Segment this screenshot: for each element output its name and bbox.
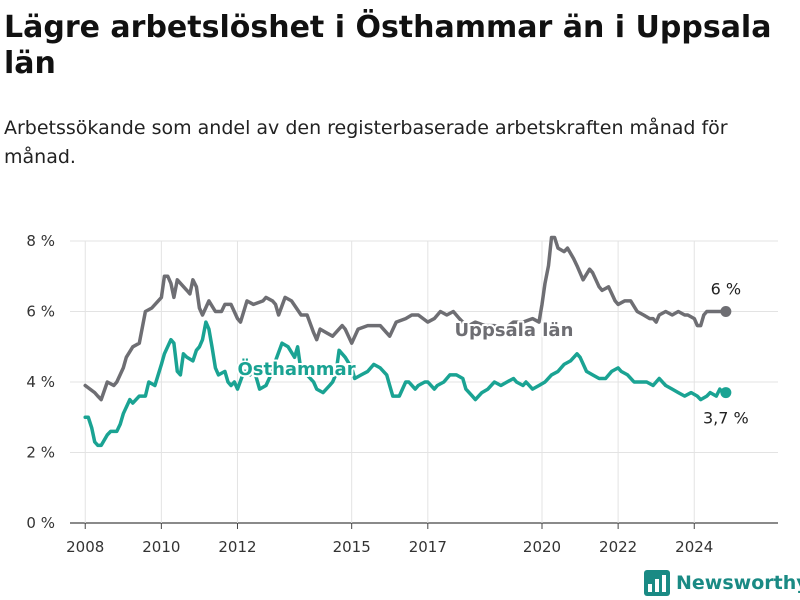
x-tick-label: 2010 — [142, 538, 180, 556]
bar-chart-logo-icon — [644, 570, 670, 596]
x-tick-label: 2012 — [218, 538, 256, 556]
brand-name: Newsworthy — [676, 572, 800, 594]
series-line-1 — [83, 320, 728, 448]
end-value-label-1-halo: 3,7 % — [703, 409, 749, 428]
end-value-label-1: 3,7 % — [703, 409, 749, 428]
end-value-label-0: 6 % — [711, 280, 741, 299]
y-tick-label: 2 % — [26, 444, 55, 462]
series-name-label-0: Uppsala län — [454, 320, 573, 341]
series-name-label-1-halo: Östhammar — [237, 358, 355, 380]
y-tick-label: 6 % — [26, 303, 55, 321]
x-tick-label: 2015 — [333, 538, 371, 556]
series-name-label-1: Östhammar — [237, 358, 355, 380]
series-name-label-0-halo: Uppsala län — [454, 320, 573, 341]
chart-title: Lägre arbetslöshet i Östhammar än i Upps… — [4, 10, 772, 81]
gridlines — [70, 240, 778, 524]
x-tick-label: 2020 — [523, 538, 561, 556]
y-tick-label: 0 % — [26, 514, 55, 532]
series-end-point-1 — [720, 387, 732, 399]
x-tick-label: 2024 — [675, 538, 713, 556]
chart-subtitle: Arbetssökande som andel av den registerb… — [4, 117, 728, 168]
axes: 0 % 2 % 4 % 6 % 8 % 2008 2010 2012 2015 2017 2020 2… — [26, 232, 713, 556]
series-end-point-0 — [720, 306, 732, 317]
x-tick-label: 2022 — [599, 538, 637, 556]
x-tick-label: 2017 — [409, 538, 447, 556]
y-tick-label: 8 % — [26, 232, 55, 250]
series-line-0 — [83, 235, 728, 402]
y-tick-label: 4 % — [26, 373, 55, 391]
end-value-label-0-halo: 6 % — [711, 280, 741, 299]
newsworthy-brand[interactable]: Newsworthy — [644, 570, 800, 596]
x-tick-label: 2008 — [66, 538, 104, 556]
series-lines — [83, 235, 732, 448]
